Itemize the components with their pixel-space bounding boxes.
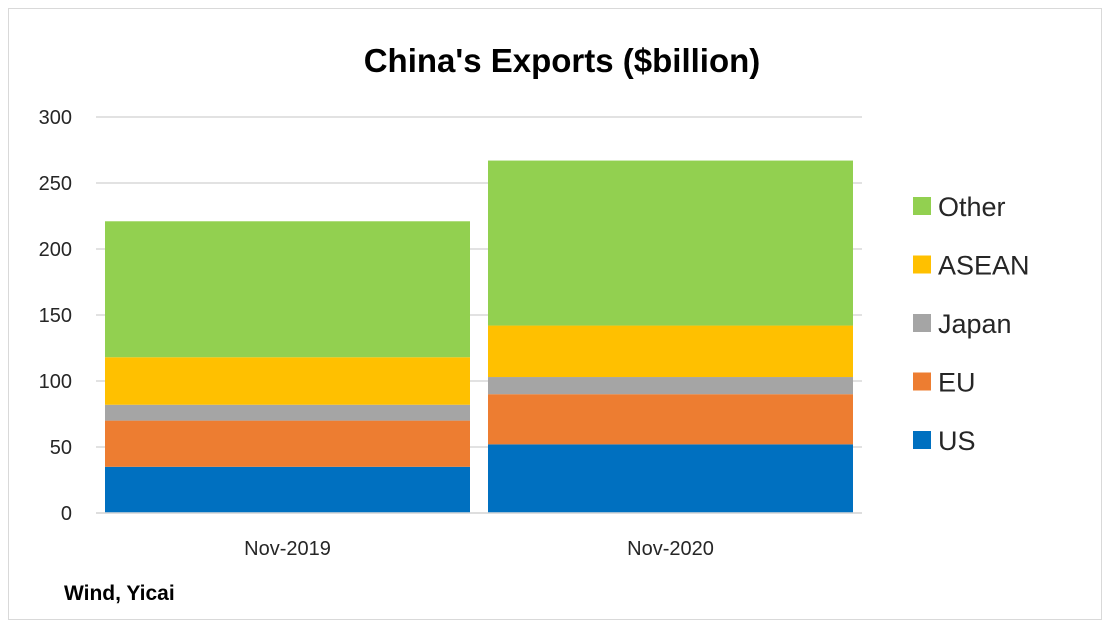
x-tick-label: Nov-2019	[244, 538, 331, 560]
legend-label-us: US	[938, 426, 976, 456]
bar-segment-other	[488, 160, 853, 326]
legend-label-eu: EU	[938, 368, 976, 398]
bar-segment-asean	[105, 357, 470, 405]
y-tick-label: 250	[39, 173, 72, 195]
y-tick-label: 200	[39, 239, 72, 261]
y-tick-label: 0	[61, 503, 72, 525]
legend-label-japan: Japan	[938, 309, 1012, 339]
bar-segment-asean	[488, 325, 853, 378]
y-axis: 0 50 100 150 200 250 300	[39, 107, 72, 525]
bar-segment-eu	[488, 394, 853, 445]
y-tick-label: 150	[39, 305, 72, 327]
x-axis: Nov-2019 Nov-2020	[96, 512, 862, 560]
chart-title: China's Exports ($billion)	[364, 42, 761, 79]
bar-segment-us	[488, 444, 853, 513]
legend: Other ASEAN Japan EU US	[913, 192, 1030, 456]
legend-swatch-other	[913, 197, 931, 215]
bar-segment-other	[105, 221, 470, 358]
legend-swatch-asean	[913, 255, 931, 274]
source-note: Wind, Yicai	[64, 582, 175, 605]
legend-swatch-us	[913, 431, 931, 449]
y-tick-label: 50	[50, 437, 72, 459]
x-tick-label: Nov-2020	[627, 538, 714, 560]
legend-swatch-japan	[913, 314, 931, 332]
legend-label-other: Other	[938, 192, 1006, 222]
bar-segment-japan	[105, 404, 470, 421]
y-tick-label: 300	[39, 107, 72, 129]
bar-segment-japan	[488, 377, 853, 395]
y-tick-label: 100	[39, 371, 72, 393]
legend-label-asean: ASEAN	[938, 251, 1030, 281]
bar-segment-us	[105, 466, 470, 513]
bar-segment-eu	[105, 420, 470, 467]
bars	[105, 160, 853, 513]
legend-swatch-eu	[913, 372, 931, 391]
